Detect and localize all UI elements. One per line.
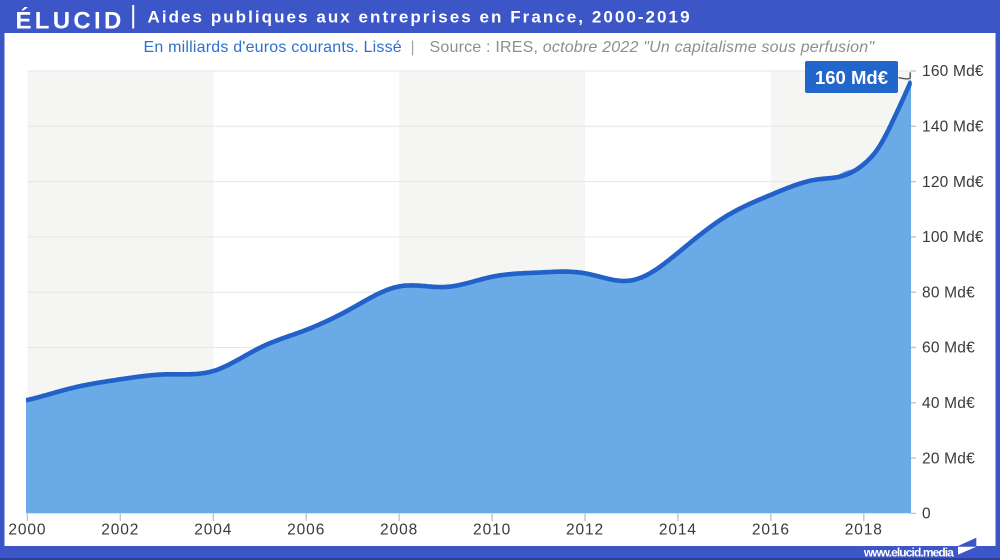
svg-text:2012: 2012 [566, 522, 604, 539]
svg-text:60 Md€: 60 Md€ [922, 340, 975, 357]
svg-text:140 Md€: 140 Md€ [922, 119, 984, 136]
svg-text:120 Md€: 120 Md€ [922, 174, 984, 191]
svg-text:En milliards d'euros courants.: En milliards d'euros courants. Lissé | Sou… [144, 39, 876, 56]
svg-text:ÉLUCID: ÉLUCID [16, 7, 125, 35]
svg-text:2008: 2008 [380, 522, 418, 539]
svg-text:2004: 2004 [194, 522, 232, 539]
svg-text:20 Md€: 20 Md€ [922, 450, 975, 467]
svg-text:2010: 2010 [473, 522, 511, 539]
svg-text:www.elucid.media: www.elucid.media [863, 546, 954, 560]
svg-text:2014: 2014 [659, 522, 697, 539]
svg-text:0: 0 [922, 506, 931, 523]
svg-text:2002: 2002 [101, 522, 139, 539]
svg-text:160 Md€: 160 Md€ [815, 67, 888, 88]
svg-text:Aides publiques aux entreprise: Aides publiques aux entreprises en Franc… [148, 8, 692, 27]
svg-text:160 Md€: 160 Md€ [922, 63, 984, 80]
svg-text:2000: 2000 [8, 522, 46, 539]
svg-text:100 Md€: 100 Md€ [922, 229, 984, 246]
svg-text:2006: 2006 [287, 522, 325, 539]
svg-text:40 Md€: 40 Md€ [922, 395, 975, 412]
svg-text:2016: 2016 [752, 522, 790, 539]
svg-text:2018: 2018 [845, 522, 883, 539]
svg-text:80 Md€: 80 Md€ [922, 284, 975, 301]
